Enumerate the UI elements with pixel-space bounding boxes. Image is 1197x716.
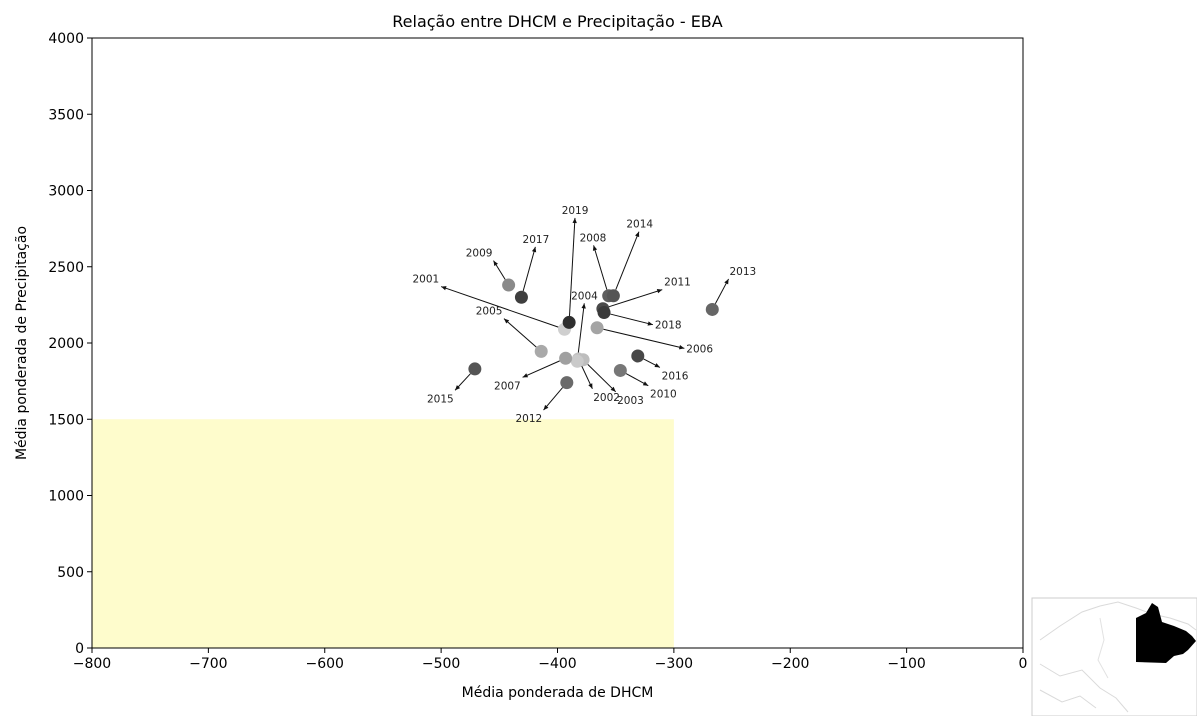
arrow-head-2008: [592, 245, 598, 251]
point-2017: [514, 290, 528, 304]
y-tick-label: 1500: [48, 412, 84, 428]
arrow-2006: [603, 328, 685, 349]
point-2005: [534, 344, 548, 358]
year-label-2018: 2018: [655, 320, 682, 332]
region-locator-map-icon: [1031, 597, 1197, 716]
arrow-2019: [568, 217, 576, 316]
y-tick-label: 0: [75, 641, 84, 657]
highlighted-state-shape: [1136, 603, 1196, 663]
year-label-2012: 2012: [516, 413, 543, 425]
arrow-2014: [615, 231, 640, 290]
arrow-head-2001: [441, 286, 447, 291]
arrow-2018: [610, 313, 654, 326]
year-label-2006: 2006: [686, 343, 713, 355]
arrow-head-2018: [647, 321, 653, 326]
y-tick-label: 2500: [48, 260, 84, 276]
year-label-2011: 2011: [664, 277, 691, 289]
arrow-head-2016: [654, 363, 660, 368]
arrow-head-2012: [543, 404, 549, 411]
point-2015: [468, 362, 482, 376]
y-tick-label: 3500: [48, 107, 84, 123]
y-tick-label: 3000: [48, 184, 84, 200]
year-label-2008: 2008: [580, 232, 607, 244]
x-tick-label: −700: [189, 656, 227, 672]
year-label-2010: 2010: [650, 389, 677, 401]
chart-title: Relação entre DHCM e Precipitação - EBA: [392, 12, 723, 31]
point-2019: [562, 315, 576, 329]
annotation-arrows: [440, 217, 730, 411]
arrow-head-2013: [724, 278, 729, 285]
y-axis-title: Média ponderada de Precipitação: [14, 226, 30, 460]
arrow-2005: [503, 318, 537, 348]
x-tick-label: −200: [771, 656, 809, 672]
point-2004: [570, 354, 584, 368]
point-2016: [631, 349, 645, 363]
arrow-head-2017: [531, 246, 537, 253]
arrow-2003: [587, 363, 617, 393]
y-tick-label: 4000: [48, 31, 84, 47]
x-tick-label: −600: [306, 656, 344, 672]
year-label-2001: 2001: [413, 274, 440, 286]
arrow-2011: [608, 289, 663, 308]
x-tick-label: 0: [1019, 656, 1028, 672]
data-points: [468, 278, 719, 390]
year-label-2019: 2019: [562, 205, 589, 217]
arrow-head-2010: [642, 381, 649, 386]
x-tick-label: −300: [655, 656, 693, 672]
x-tick-label: −800: [73, 656, 111, 672]
year-label-2016: 2016: [662, 370, 689, 382]
year-label-2013: 2013: [730, 266, 757, 278]
arrow-head-2009: [493, 260, 498, 267]
point-2007: [559, 351, 573, 365]
year-label-2015: 2015: [427, 393, 454, 405]
arrow-head-2011: [656, 289, 663, 294]
point-2018: [597, 306, 611, 319]
arrow-head-2005: [503, 318, 510, 324]
x-tick-label: −500: [422, 656, 460, 672]
arrow-2007: [522, 360, 560, 378]
year-label-2017: 2017: [523, 234, 550, 246]
year-label-2002: 2002: [593, 392, 620, 404]
x-tick-label: −400: [538, 656, 576, 672]
y-axis: 0 500 1000 1500 2000 2500 3000 3500 4000: [48, 31, 92, 657]
y-tick-label: 500: [57, 565, 84, 581]
point-2009: [502, 278, 516, 292]
year-label-2009: 2009: [466, 248, 493, 260]
arrow-head-2002: [588, 383, 593, 389]
year-label-2004: 2004: [571, 290, 598, 302]
year-label-2003: 2003: [617, 395, 644, 407]
arrow-2001: [440, 286, 559, 328]
arrow-2008: [593, 245, 608, 290]
arrow-head-2006: [678, 345, 685, 350]
point-2012: [560, 376, 574, 390]
highlight-region: [92, 419, 674, 648]
year-label-2007: 2007: [494, 380, 521, 392]
point-2010: [613, 363, 627, 377]
arrow-head-2015: [455, 385, 461, 391]
arrow-2004: [577, 303, 585, 355]
arrow-2017: [522, 246, 536, 292]
year-label-2014: 2014: [626, 219, 653, 231]
point-2006: [590, 321, 604, 335]
point-2014: [606, 289, 620, 303]
x-tick-label: −100: [887, 656, 925, 672]
year-label-2005: 2005: [476, 306, 503, 318]
y-tick-label: 2000: [48, 336, 84, 352]
arrow-head-2003: [610, 386, 616, 392]
point-2013: [705, 302, 719, 316]
x-axis-title: Média ponderada de DHCM: [462, 685, 654, 701]
arrow-head-2019: [572, 217, 577, 224]
x-axis: −800 −700 −600 −500 −400 −300 −200 −100 0: [73, 648, 1028, 672]
arrow-head-2004: [581, 303, 586, 309]
y-tick-label: 1000: [48, 489, 84, 505]
arrow-head-2014: [635, 231, 640, 238]
arrow-head-2007: [522, 373, 529, 378]
